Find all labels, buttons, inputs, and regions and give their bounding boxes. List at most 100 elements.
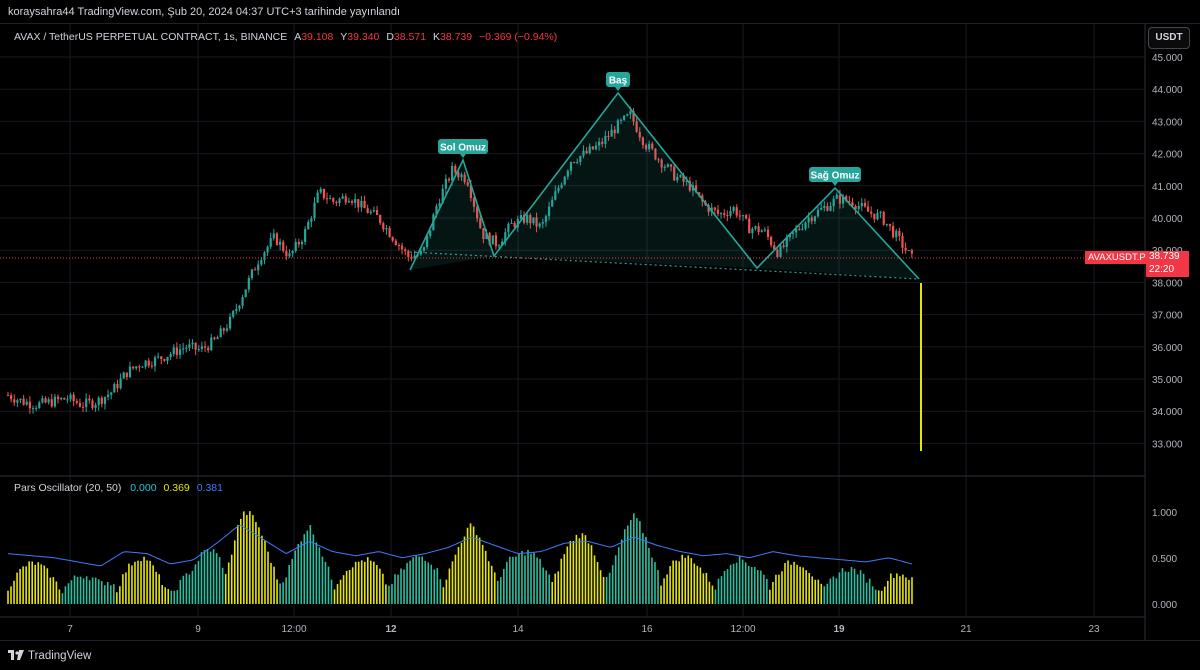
candle-body	[150, 365, 153, 367]
candle-body	[300, 241, 304, 245]
candle-body	[319, 188, 322, 193]
candle-body	[507, 223, 510, 233]
candle-body	[716, 209, 720, 214]
candle-body	[610, 129, 613, 137]
time-tick-label: 12:00	[730, 624, 755, 635]
candle-body	[347, 201, 351, 203]
candle-body	[666, 164, 670, 167]
open-value: 39.108	[301, 31, 334, 43]
candle-body	[538, 223, 541, 227]
candle-body	[400, 245, 404, 250]
candle-body	[826, 206, 829, 211]
candle-body	[707, 205, 710, 212]
candle-body	[466, 182, 469, 186]
candle-body	[476, 206, 479, 219]
candle-body	[607, 136, 610, 138]
candle-body	[594, 145, 598, 150]
ticker-label: AVAXUSDT.P	[1085, 251, 1149, 264]
candle-body	[673, 166, 676, 181]
candle-body	[310, 218, 313, 222]
candle-body	[657, 159, 660, 161]
candle-body	[279, 241, 282, 245]
chart-area[interactable]: Sol Omuz Baş Sağ Omuz 45.000 44.000 43.000 42…	[0, 24, 1200, 640]
candle-body	[272, 233, 275, 239]
candle-body	[669, 164, 673, 167]
candle-body	[110, 392, 113, 395]
candle-body	[504, 232, 507, 242]
candle-body	[35, 407, 38, 409]
osc-tick-label: 0.000	[1152, 600, 1177, 611]
candle-body	[354, 199, 357, 203]
time-tick-label: 21	[960, 624, 972, 635]
candle-body	[745, 215, 748, 219]
high-label: Y	[340, 31, 348, 43]
candle-body	[726, 214, 729, 216]
candle-body	[773, 245, 776, 250]
candle-body	[282, 241, 285, 251]
candle-body	[275, 233, 279, 245]
candle-body	[97, 397, 100, 406]
candle-body	[601, 141, 604, 144]
candle-body	[541, 222, 544, 224]
candle-body	[85, 398, 88, 408]
candle-body	[210, 337, 213, 351]
candle-body	[719, 213, 723, 215]
candle-body	[454, 166, 457, 173]
price-tick-label: 33.000	[1152, 439, 1183, 450]
bar-countdown: 22:20	[1149, 263, 1175, 275]
candle-body	[38, 402, 41, 408]
candle-body	[216, 337, 219, 340]
candle-body	[407, 250, 410, 257]
candle-body	[676, 176, 679, 181]
candle-body	[191, 342, 194, 345]
candle-body	[882, 212, 885, 225]
candle-body	[748, 218, 751, 234]
candle-body	[807, 217, 810, 223]
candle-body	[851, 202, 854, 206]
candle-body	[360, 200, 363, 208]
candle-body	[128, 366, 132, 378]
price-tick-label: 36.000	[1152, 343, 1183, 354]
candle-body	[350, 201, 354, 203]
candle-body	[194, 342, 197, 350]
candle-body	[203, 346, 207, 348]
oscillator-axis: 1.000 0.500 0.000	[1152, 508, 1177, 611]
candle-body	[857, 206, 860, 210]
candle-body	[532, 217, 535, 224]
price-tick-label: 43.000	[1152, 117, 1183, 128]
candle-body	[635, 121, 638, 132]
candle-body	[641, 137, 644, 146]
last-price-value: 38.739 22:20	[1146, 251, 1189, 277]
candle-body	[491, 235, 494, 245]
candle-body	[510, 222, 513, 224]
candle-body	[626, 114, 629, 116]
price-chart[interactable]: Sol Omuz Baş Sağ Omuz 45.000 44.000 43.000 42…	[0, 24, 1200, 640]
candle-body	[135, 366, 138, 369]
last-price: 38.739	[1149, 251, 1180, 262]
candle-body	[382, 223, 385, 230]
candle-body	[663, 166, 666, 168]
publish-bar: koraysahra44 TradingView.com, Şub 20, 20…	[0, 0, 1200, 24]
osc-tick-label: 1.000	[1152, 508, 1177, 519]
candle-body	[616, 120, 619, 134]
candle-body	[588, 146, 591, 154]
low-label: D	[386, 31, 394, 43]
candle-body	[385, 228, 388, 230]
candle-body	[788, 233, 791, 238]
candle-body	[688, 180, 691, 191]
currency-button[interactable]: USDT	[1148, 27, 1190, 49]
candle-body	[557, 187, 560, 192]
candle-body	[113, 384, 116, 393]
candle-body	[250, 269, 254, 278]
candle-body	[632, 111, 635, 122]
candle-body	[253, 269, 257, 271]
candle-body	[757, 226, 760, 233]
candle-body	[910, 250, 913, 254]
candle-body	[232, 310, 235, 317]
candle-body	[25, 401, 28, 405]
candle-body	[848, 200, 851, 203]
price-tick-label: 44.000	[1152, 85, 1183, 96]
candle-body	[738, 215, 741, 217]
candle-body	[729, 210, 732, 216]
candle-body	[898, 230, 901, 237]
